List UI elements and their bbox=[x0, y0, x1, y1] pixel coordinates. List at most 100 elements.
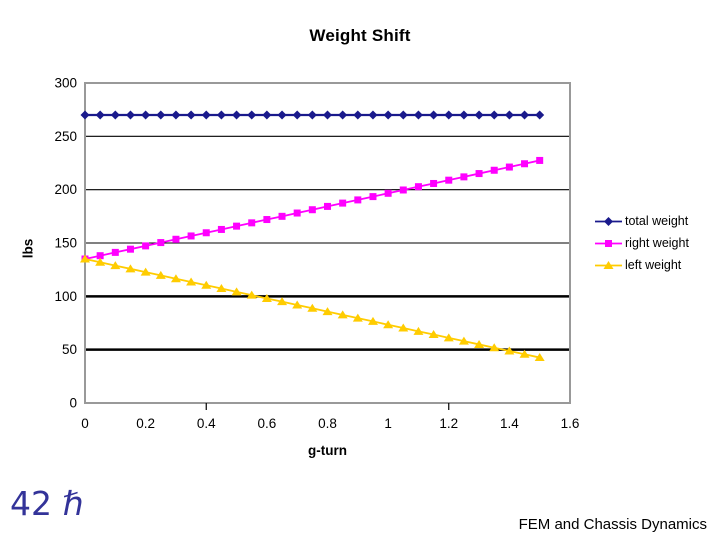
legend-item-left-weight: left weight bbox=[595, 258, 689, 272]
diamond-marker bbox=[429, 110, 439, 120]
triangle-marker bbox=[504, 346, 515, 355]
x-tick-label: 0 bbox=[81, 416, 89, 431]
square-marker bbox=[605, 239, 612, 247]
diamond-marker bbox=[444, 110, 454, 120]
diamond-marker bbox=[110, 110, 120, 120]
right-weight-legend-marker-icon bbox=[595, 239, 622, 247]
chart-title: Weight Shift bbox=[309, 26, 411, 45]
diamond-marker bbox=[232, 110, 242, 120]
x-tick-label: 0.6 bbox=[257, 416, 276, 431]
triangle-marker bbox=[307, 303, 318, 312]
square-marker bbox=[96, 252, 104, 260]
diamond-marker bbox=[413, 110, 423, 120]
square-marker bbox=[248, 219, 256, 227]
slide-number: 42 ℏ bbox=[10, 484, 84, 523]
diamond-marker bbox=[95, 110, 105, 120]
diamond-marker bbox=[171, 110, 181, 120]
triangle-marker bbox=[246, 290, 257, 299]
diamond-marker bbox=[186, 110, 196, 120]
triangle-marker bbox=[413, 326, 424, 335]
triangle-marker bbox=[337, 310, 348, 319]
triangle-marker bbox=[216, 284, 227, 293]
triangle-marker bbox=[458, 336, 469, 345]
x-tick-label: 1.6 bbox=[561, 416, 580, 431]
diamond-marker bbox=[201, 110, 211, 120]
legend: total weight right weight left weight bbox=[595, 214, 689, 272]
square-marker bbox=[308, 206, 316, 214]
total-weight-series bbox=[80, 110, 545, 120]
diamond-marker bbox=[262, 110, 272, 120]
diamond-marker bbox=[80, 110, 90, 120]
diamond-marker bbox=[504, 110, 514, 120]
diamond-marker bbox=[125, 110, 135, 120]
y-tick-label: 300 bbox=[54, 76, 77, 91]
diamond-marker bbox=[353, 110, 363, 120]
square-marker bbox=[278, 212, 286, 220]
diamond-marker bbox=[459, 110, 469, 120]
square-marker bbox=[217, 225, 225, 233]
square-marker bbox=[505, 163, 513, 171]
square-marker bbox=[460, 173, 468, 181]
x-tick-label: 1.2 bbox=[439, 416, 458, 431]
diamond-marker bbox=[535, 110, 545, 120]
left-weight-legend-marker-icon bbox=[595, 260, 622, 269]
triangle-marker bbox=[489, 343, 500, 352]
x-tick-label: 1 bbox=[384, 416, 392, 431]
diamond-marker bbox=[338, 110, 348, 120]
square-marker bbox=[369, 193, 377, 201]
total-weight-legend-marker-icon bbox=[595, 216, 622, 226]
square-marker bbox=[354, 196, 362, 204]
diamond-marker bbox=[141, 110, 151, 120]
square-marker bbox=[324, 202, 331, 210]
square-marker bbox=[414, 183, 422, 191]
diamond-marker bbox=[474, 110, 484, 120]
triangle-marker bbox=[186, 277, 197, 286]
square-marker bbox=[157, 239, 165, 247]
diamond-marker bbox=[489, 110, 499, 120]
square-marker bbox=[142, 242, 150, 250]
triangle-marker bbox=[155, 270, 166, 279]
square-marker bbox=[263, 216, 271, 224]
x-tick-label: 0.4 bbox=[197, 416, 216, 431]
x-tick-label: 0.2 bbox=[136, 416, 155, 431]
square-marker bbox=[445, 176, 453, 184]
triangle-marker bbox=[398, 323, 409, 332]
triangle-marker bbox=[277, 297, 288, 306]
square-marker bbox=[475, 170, 483, 178]
triangle-marker bbox=[322, 307, 333, 316]
square-marker bbox=[521, 160, 529, 168]
plot-frame bbox=[84, 82, 571, 404]
triangle-marker bbox=[95, 257, 106, 266]
triangle-marker bbox=[474, 339, 485, 348]
diamond-marker bbox=[368, 110, 378, 120]
triangle-marker bbox=[125, 264, 136, 273]
triangle-marker bbox=[603, 260, 614, 269]
triangle-marker bbox=[170, 274, 181, 283]
square-marker bbox=[536, 156, 544, 164]
diamond-marker bbox=[604, 216, 613, 226]
triangle-marker bbox=[201, 280, 212, 289]
plot-area: 0 50 100 150 200 250 300 0 0.2 0.4 0.6 0.8 1 1.2 1.4 1.… bbox=[54, 76, 580, 432]
triangle-marker bbox=[428, 330, 439, 339]
triangle-marker bbox=[140, 267, 151, 276]
x-tick-label: 1.4 bbox=[500, 416, 519, 431]
x-tick-label: 0.8 bbox=[318, 416, 337, 431]
triangle-marker bbox=[519, 349, 530, 358]
legend-item-right-weight: right weight bbox=[595, 236, 689, 250]
diamond-marker bbox=[292, 110, 302, 120]
square-marker bbox=[339, 199, 347, 207]
x-axis-label: g-turn bbox=[308, 443, 347, 458]
y-tick-label: 250 bbox=[54, 129, 77, 144]
legend-label: left weight bbox=[625, 258, 682, 272]
legend-label: total weight bbox=[625, 214, 689, 228]
triangle-marker bbox=[292, 300, 303, 309]
diamond-marker bbox=[247, 110, 257, 120]
y-tick-label: 200 bbox=[54, 182, 77, 197]
triangle-marker bbox=[80, 254, 90, 263]
diamond-marker bbox=[398, 110, 408, 120]
y-tick-label: 100 bbox=[54, 289, 77, 304]
triangle-marker bbox=[443, 333, 454, 342]
y-tick-label: 0 bbox=[69, 396, 77, 411]
footer-caption: FEM and Chassis Dynamics bbox=[518, 516, 707, 533]
diamond-marker bbox=[277, 110, 287, 120]
